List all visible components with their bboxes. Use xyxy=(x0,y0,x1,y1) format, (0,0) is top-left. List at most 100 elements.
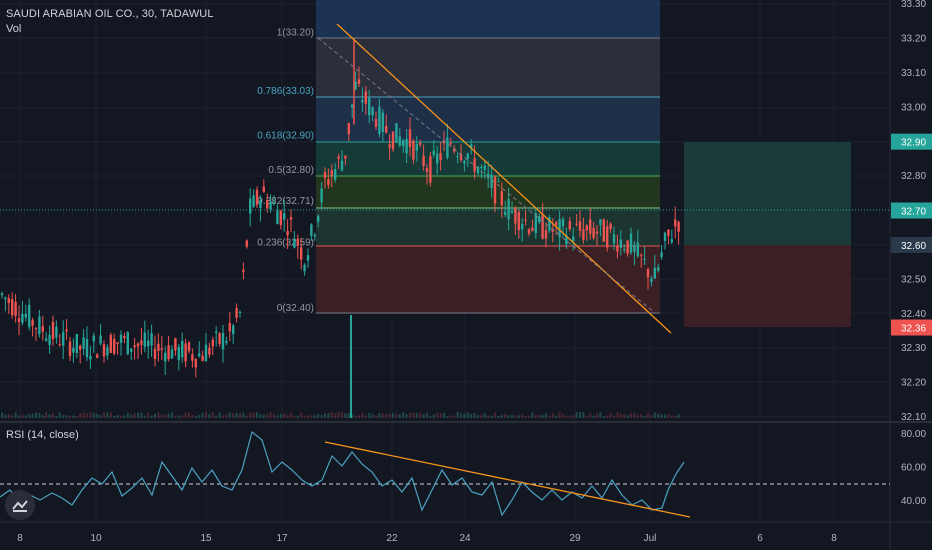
volume-bar xyxy=(350,315,352,418)
volume-bar xyxy=(412,412,415,418)
volume-bar xyxy=(4,414,7,418)
volume-bar xyxy=(674,415,677,418)
candle-body xyxy=(126,332,129,355)
candle-body xyxy=(371,107,374,116)
volume-bar xyxy=(528,415,530,418)
candle-body xyxy=(663,232,667,241)
candle-body xyxy=(31,319,34,326)
candle-body xyxy=(279,210,282,226)
volume-bar xyxy=(466,412,469,418)
long-position-tool[interactable] xyxy=(684,142,851,327)
candle-body xyxy=(432,150,435,155)
fib-level-label: 0.618(32.90) xyxy=(257,131,314,142)
candle-body xyxy=(578,221,582,232)
candle-body xyxy=(395,123,398,143)
candle-body xyxy=(14,301,17,316)
volume-bar xyxy=(48,414,51,418)
volume-bar xyxy=(147,413,150,418)
volume-bar xyxy=(494,412,496,418)
candle-body xyxy=(568,221,571,230)
volume-bar xyxy=(551,413,554,418)
volume-bar xyxy=(45,412,48,418)
volume-bar xyxy=(422,414,425,418)
volume-bar xyxy=(222,415,224,418)
volume-bar xyxy=(96,413,99,418)
candle-body xyxy=(191,354,194,361)
candle-body xyxy=(177,347,180,361)
candle-body xyxy=(357,79,361,84)
candle-body xyxy=(558,219,561,238)
candle-body xyxy=(531,227,534,232)
candle-body xyxy=(72,347,75,353)
fib-level-label: 1(33.20) xyxy=(277,27,314,38)
candle-body xyxy=(160,348,163,351)
candle-body xyxy=(113,338,116,354)
volume-bar xyxy=(35,412,37,418)
volume-bar xyxy=(82,412,85,418)
volume-bar xyxy=(480,414,483,418)
volume-bar xyxy=(194,415,197,418)
candle-body xyxy=(143,332,146,347)
candle-body xyxy=(623,249,626,251)
time-tick-label: Jul xyxy=(644,533,657,544)
volume-bar xyxy=(402,412,405,418)
volume-bar xyxy=(616,412,619,418)
price-badge xyxy=(891,133,932,150)
candle-body xyxy=(514,207,517,224)
trendline-price[interactable] xyxy=(336,23,672,334)
candle-body xyxy=(17,318,21,322)
volume-bar xyxy=(245,415,248,418)
candle-body xyxy=(24,313,27,318)
candle-body xyxy=(653,267,656,279)
candle-body xyxy=(133,345,136,348)
volume-bar xyxy=(575,412,578,418)
volume-bar xyxy=(534,414,537,418)
candle-body xyxy=(415,143,418,151)
candle-body xyxy=(235,308,238,318)
volume-bar xyxy=(109,412,112,418)
candle-body xyxy=(674,219,677,227)
candle-body xyxy=(344,155,347,159)
candle-body xyxy=(293,239,296,248)
volume-bar xyxy=(21,414,24,418)
fib-retracement[interactable]: 1(33.20) 0.786(33.03) 0.618(32.90) 0.5(32.8… xyxy=(257,0,660,314)
price-badge-label: 32.90 xyxy=(901,138,926,149)
candle-body xyxy=(402,140,405,147)
tradingview-logo-icon[interactable] xyxy=(5,490,35,520)
candle-body xyxy=(310,224,313,236)
candle-body xyxy=(449,143,452,145)
candle-body xyxy=(636,242,639,257)
candle-body xyxy=(245,240,248,247)
trendline-rsi[interactable] xyxy=(324,441,691,518)
time-tick-label: 15 xyxy=(200,533,212,544)
volume-bar xyxy=(296,415,299,418)
candle-body xyxy=(551,229,554,232)
candle-body xyxy=(119,334,123,343)
candle-body xyxy=(272,202,276,205)
volume-bar xyxy=(375,415,377,418)
volume-bar xyxy=(507,414,510,418)
volume-bar xyxy=(266,413,269,418)
volume-bar xyxy=(55,415,58,418)
volume-bar xyxy=(500,414,503,418)
volume-bar xyxy=(415,412,418,418)
candle-body xyxy=(198,353,201,357)
candle-body xyxy=(388,144,391,148)
candle-body xyxy=(442,140,446,144)
volume-bar xyxy=(381,413,384,418)
candle-body xyxy=(646,269,650,278)
candle-body xyxy=(116,342,119,345)
volume-bar xyxy=(86,413,88,418)
volume-bar xyxy=(259,414,262,418)
candle-body xyxy=(378,107,381,134)
candle-body xyxy=(391,131,395,150)
candle-body xyxy=(11,299,14,316)
volume-bar xyxy=(215,415,218,418)
volume-bar xyxy=(62,415,65,418)
candle-body xyxy=(164,352,167,362)
volume-bar xyxy=(276,415,279,418)
candle-body xyxy=(208,347,211,355)
volume-bar xyxy=(201,412,204,418)
